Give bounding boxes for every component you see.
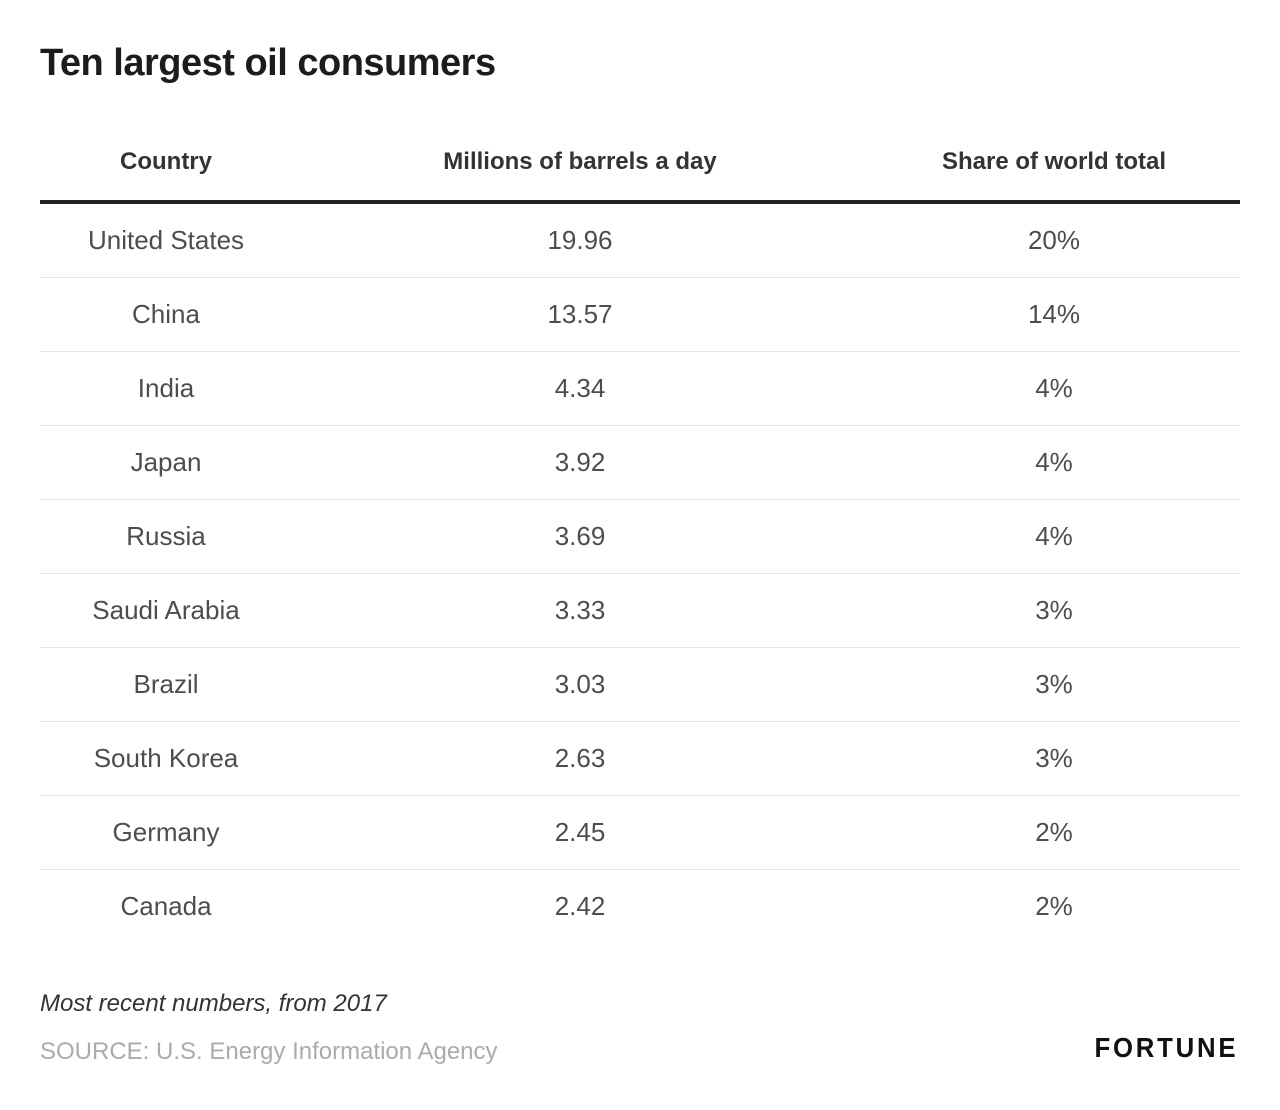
country-cell: Brazil [40,647,292,722]
share-cell: 2% [1035,891,1073,921]
table-body: United States 19.96 20% China 13.57 14% … [40,202,1240,943]
table-row: China 13.57 14% [40,277,1240,352]
table-row: United States 19.96 20% [40,202,1240,278]
barrels-cell: 3.92 [292,425,868,500]
barrels-cell: 3.33 [292,573,868,648]
country-cell: Canada [120,891,212,921]
country-cell: India [40,351,292,426]
header-row: Country Millions of barrels a day Share … [40,140,1240,204]
share-cell: 20% [868,202,1240,278]
country-cell: China [40,277,292,352]
source-credit: SOURCE: U.S. Energy Information Agency [40,1038,498,1065]
barrels-cell: 2.42 [554,891,606,921]
table-row: Russia 3.69 4% [40,499,1240,574]
barrels-cell: 13.57 [292,277,868,352]
share-cell: 4% [868,499,1240,574]
column-header-country: Country [40,140,292,204]
chart-title: Ten largest oil consumers [40,42,496,84]
column-header-barrels: Millions of barrels a day [292,140,868,204]
barrels-cell: 2.45 [292,795,868,870]
table-row: Brazil 3.03 3% [40,647,1240,722]
barrels-cell: 3.69 [292,499,868,574]
barrels-cell: 19.96 [292,202,868,278]
chart-note: Most recent numbers, from 2017 [40,990,387,1017]
share-cell: 14% [868,277,1240,352]
barrels-cell: 4.34 [292,351,868,426]
share-cell: 3% [868,647,1240,722]
share-cell: 3% [868,573,1240,648]
share-cell: 3% [868,721,1240,796]
oil-consumers-table: Country Millions of barrels a day Share … [40,140,1240,943]
table-row: Saudi Arabia 3.33 3% [40,573,1240,648]
country-cell: Saudi Arabia [40,573,292,648]
barrels-cell: 2.63 [292,721,868,796]
table-row: Canada 2.42 2% [40,870,1240,944]
share-cell: 4% [868,425,1240,500]
country-cell: Germany [40,795,292,870]
share-cell: 4% [868,351,1240,426]
table-row: India 4.34 4% [40,351,1240,426]
fortune-logo: FORTUNE [1094,1032,1238,1063]
table-header: Country Millions of barrels a day Share … [40,140,1240,204]
table-row: Japan 3.92 4% [40,425,1240,500]
country-cell: South Korea [40,721,292,796]
table-row: South Korea 2.63 3% [40,721,1240,796]
barrels-cell: 3.03 [292,647,868,722]
country-cell: Japan [40,425,292,500]
country-cell: United States [40,202,292,278]
share-cell: 2% [868,795,1240,870]
table-row: Germany 2.45 2% [40,795,1240,870]
column-header-share: Share of world total [868,140,1240,204]
country-cell: Russia [40,499,292,574]
